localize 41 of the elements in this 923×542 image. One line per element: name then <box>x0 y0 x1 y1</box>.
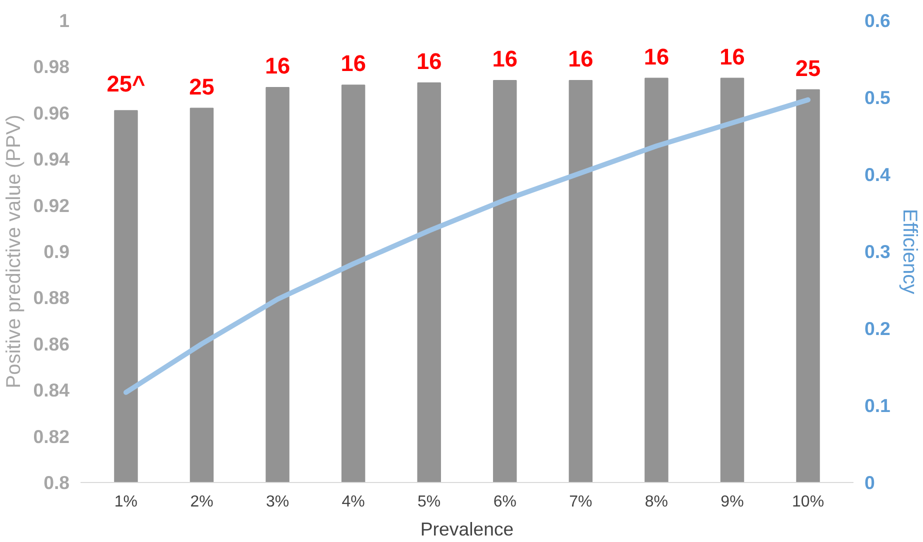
x-tick-label: 3% <box>266 494 290 510</box>
y-tick-label: 0.84 <box>33 380 70 401</box>
x-axis-title: Prevalence <box>420 518 514 540</box>
y-axis-title: Positive predictive value (PPV) <box>3 114 26 388</box>
y2-tick-label: 0.4 <box>864 164 892 185</box>
annotation: 16 <box>720 43 745 70</box>
annotation: 16 <box>264 52 290 78</box>
y2-tick-label: 0.2 <box>864 318 890 339</box>
y-tick-label: 0.82 <box>33 426 70 447</box>
annotation: 25 <box>189 73 214 100</box>
annotation: 25^ <box>106 70 146 97</box>
y-tick-label: 1 <box>59 10 70 31</box>
y-tick-label: 0.8 <box>44 472 70 493</box>
y-tick-label: 0.9 <box>44 241 70 262</box>
y2-axis-title: Efficiency <box>898 208 920 294</box>
annotation: 16 <box>416 48 442 74</box>
annotation: 16 <box>492 46 518 72</box>
y-tick-label: 0.96 <box>33 102 70 124</box>
annotation: 16 <box>340 50 366 76</box>
y-tick-label: 0.86 <box>33 333 70 354</box>
x-tick-label: 2% <box>190 494 214 510</box>
x-tick-label: 5% <box>418 494 441 510</box>
annotation: 16 <box>644 43 670 70</box>
annotation: 16 <box>568 46 594 72</box>
y-tick-label: 0.98 <box>33 56 70 78</box>
y2-tick-label: 0.1 <box>864 395 890 416</box>
y-tick-label: 0.94 <box>33 148 70 170</box>
y2-tick-label: 0.3 <box>864 241 890 262</box>
y-tick-label: 0.88 <box>33 287 70 308</box>
x-tick-label: 4% <box>342 494 365 510</box>
y2-tick-label: 0.5 <box>864 87 890 108</box>
annotation: 25 <box>795 54 821 81</box>
x-tick-label: 8% <box>644 494 668 510</box>
x-tick-label: 6% <box>493 494 516 510</box>
x-tick-label: 7% <box>569 494 592 510</box>
x-tick-label: 1% <box>114 494 138 510</box>
x-tick-label: 10% <box>792 494 824 510</box>
y2-tick-label: 0 <box>864 472 875 493</box>
x-tick-label: 9% <box>720 494 744 510</box>
y2-tick-label: 0.6 <box>864 10 890 31</box>
y-tick-label: 0.92 <box>33 194 70 216</box>
